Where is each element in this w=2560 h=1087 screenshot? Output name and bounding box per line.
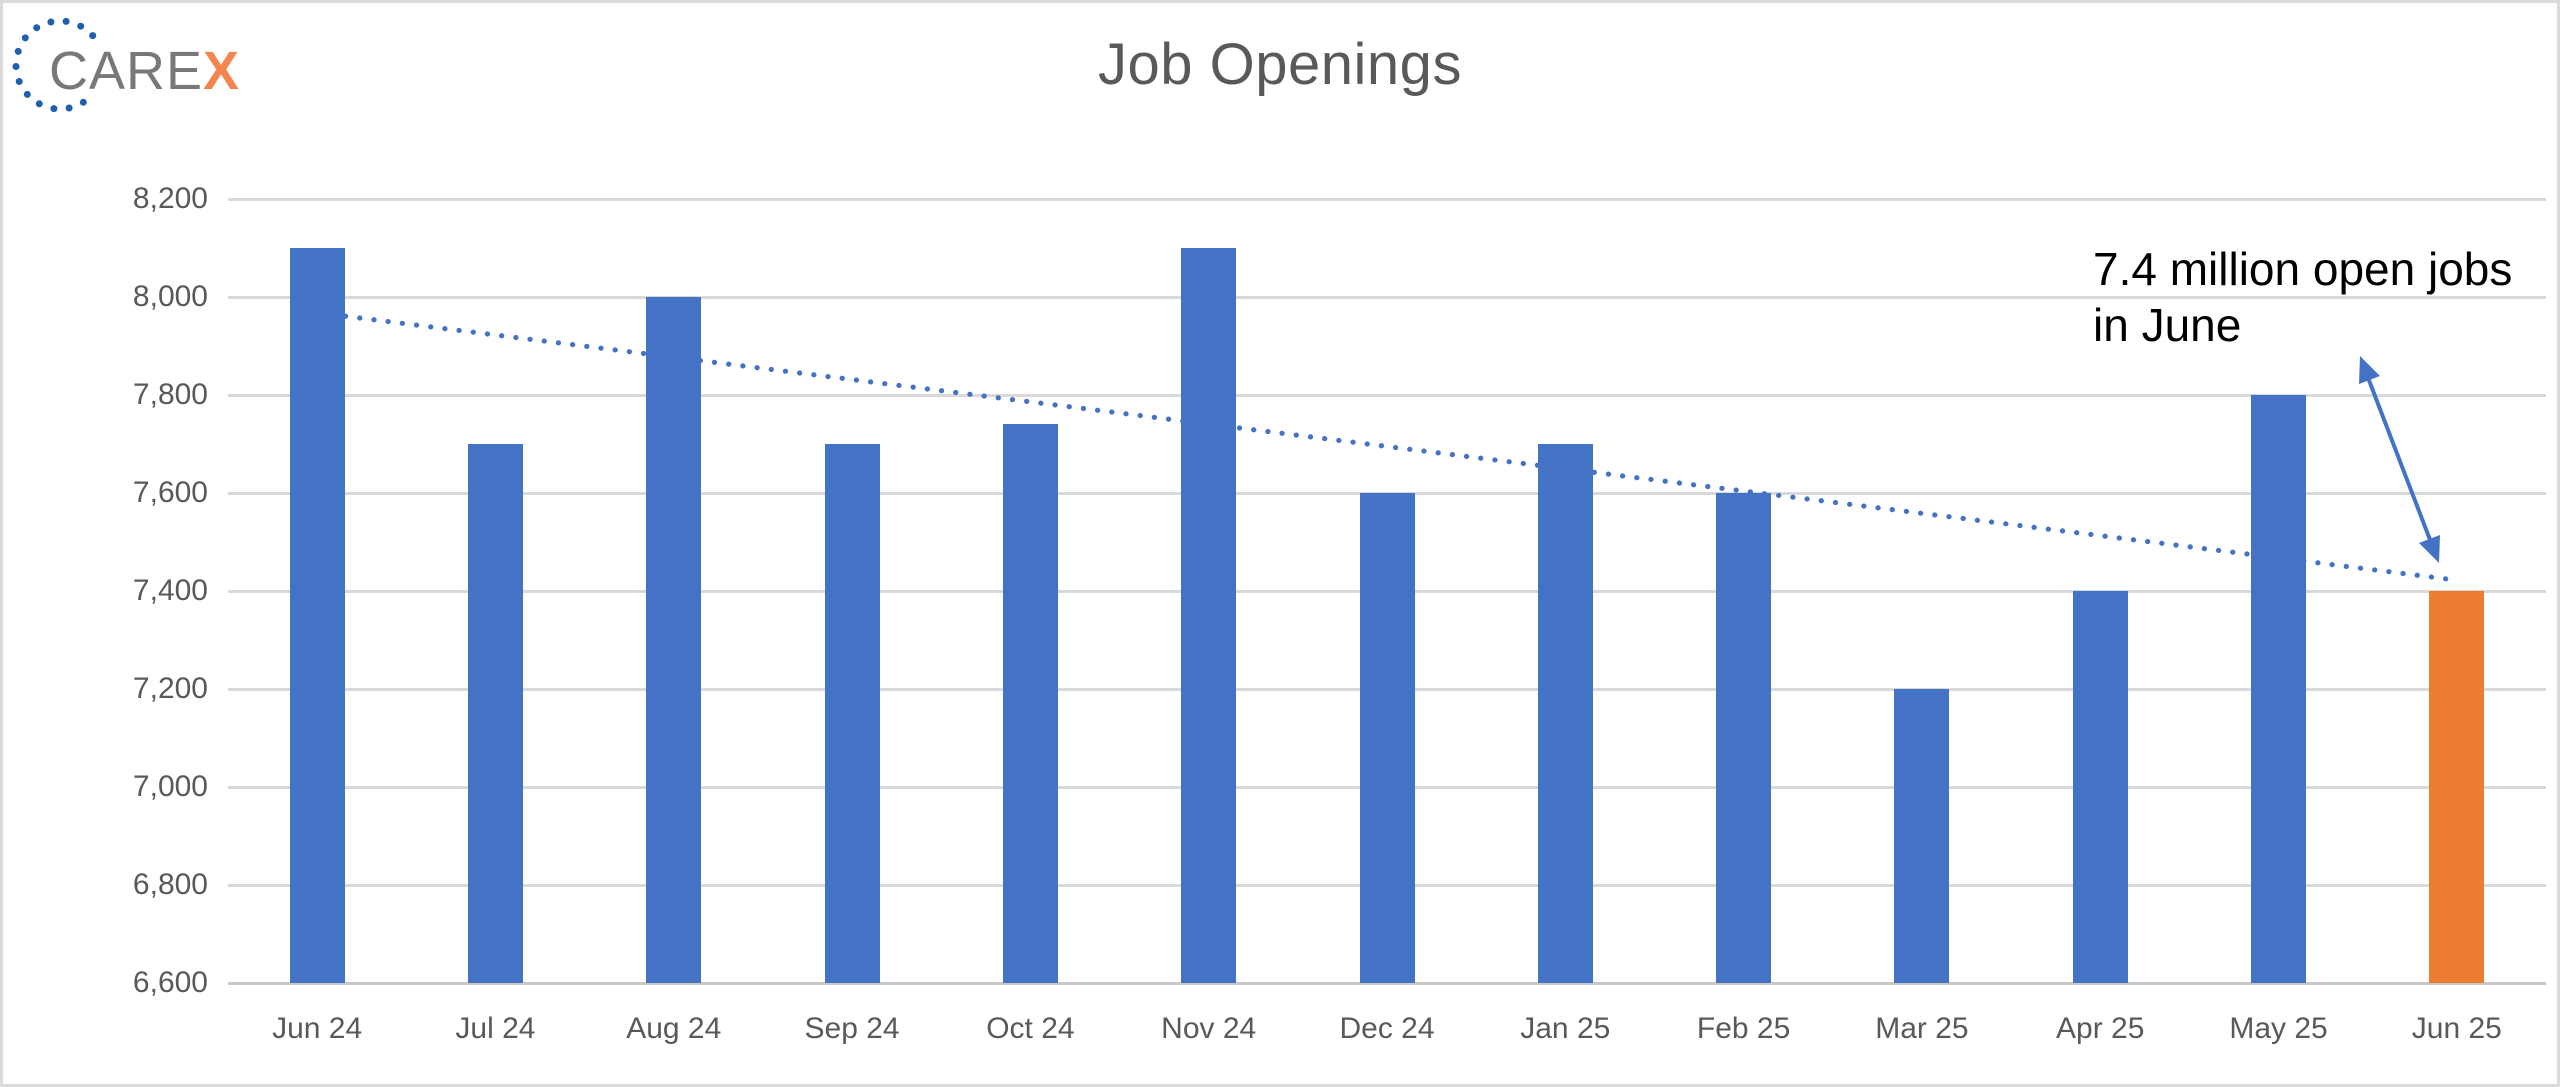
y-axis-tick-label: 8,200 (132, 182, 208, 215)
bar-may-25 (2251, 395, 2307, 983)
y-axis-tick-label: 7,600 (132, 476, 208, 509)
bar-dec-24 (1359, 493, 1415, 983)
annotation-line-1: 7.4 million open jobs (2093, 243, 2513, 295)
y-axis-tick-label: 8,000 (132, 280, 208, 313)
y-axis-tick-label: 6,600 (132, 966, 208, 999)
bar-mar-25 (1894, 689, 1950, 983)
annotation-line-2: in June (2093, 299, 2242, 351)
arrow-shaft (2365, 374, 2434, 546)
x-axis-tick-label: Jun 24 (272, 1012, 363, 1045)
logo-dot (65, 104, 73, 112)
bar-sep-24 (824, 444, 880, 983)
x-axis-tick-label: Oct 24 (986, 1012, 1075, 1045)
bar-jan-25 (1537, 444, 1593, 983)
logo-dot (23, 90, 31, 98)
y-axis-tick-label: 6,800 (132, 868, 208, 901)
arrow-head-down-icon (2419, 535, 2440, 563)
logo-dot (79, 98, 87, 106)
bar-jul-24 (467, 444, 523, 983)
y-axis-tick-label: 7,000 (132, 770, 208, 803)
x-axis-line (228, 981, 2546, 985)
y-axis-tick-label: 7,200 (132, 672, 208, 705)
bar-oct-24 (1002, 424, 1058, 983)
logo-dot (14, 47, 22, 55)
x-axis-tick-label: Aug 24 (626, 1012, 722, 1045)
bar-apr-25 (2072, 591, 2128, 983)
logo-dot (77, 22, 85, 30)
x-axis-tick-label: Sep 24 (804, 1012, 900, 1045)
logo-dot (12, 63, 20, 70)
x-axis-tick-label: Dec 24 (1339, 1012, 1435, 1045)
gridline (228, 393, 2546, 397)
logo-dot (35, 100, 43, 108)
annotation-arrow (2359, 356, 2440, 563)
logo-dot (15, 78, 23, 85)
gridline (228, 197, 2546, 201)
logo-dot (47, 18, 55, 26)
x-axis-tick-label: Apr 25 (2056, 1012, 2145, 1045)
bar-jun-25 (2429, 591, 2485, 983)
x-axis-tick-label: Jul 24 (455, 1012, 536, 1045)
gridline (228, 295, 2546, 299)
logo-dot (62, 17, 70, 25)
logo-wordmark: CAREX (49, 41, 240, 101)
x-axis-tick-label: Mar 25 (1875, 1012, 1969, 1045)
logo-dot (33, 24, 41, 32)
y-axis-tick-label: 7,400 (132, 574, 208, 607)
bar-aug-24 (646, 297, 702, 983)
arrow-head-up-icon (2359, 356, 2380, 384)
logo-dot (50, 105, 58, 113)
bar-nov-24 (1181, 248, 1237, 983)
logo-dot (21, 34, 29, 42)
logo-dotted-circle (12, 17, 97, 113)
logo-dot (89, 32, 97, 40)
carex-logo: CAREX (12, 17, 240, 113)
x-axis-tick-label: Jun 25 (2411, 1012, 2502, 1045)
bar-jun-24 (289, 248, 345, 983)
x-axis-tick-label: Feb 25 (1696, 1012, 1791, 1045)
annotation-callout: 7.4 million open jobs in June (2093, 241, 2512, 353)
logo-text-x: X (203, 41, 240, 101)
x-axis-tick-label: Nov 24 (1161, 1012, 1257, 1045)
chart-title: Job Openings (1098, 32, 1462, 97)
x-axis-tick-label: Jan 25 (1520, 1012, 1611, 1045)
x-axis-tick-label: May 25 (2229, 1012, 2328, 1045)
logo-text-care: CARE (49, 41, 203, 101)
bar-feb-25 (1716, 493, 1772, 983)
trendline-layer (314, 310, 2460, 583)
y-axis-tick-label: 7,800 (132, 378, 208, 411)
